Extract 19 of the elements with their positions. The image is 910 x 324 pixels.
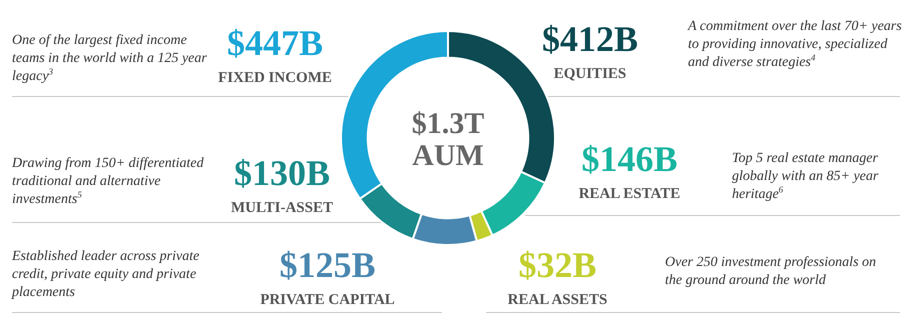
data-label: $32B [517, 244, 598, 286]
text: Over 250 investment professionals on the ground around the world [665, 254, 878, 290]
slice-label: MULTI-ASSET [230, 199, 334, 218]
text: $1.3T AUM [410, 107, 486, 172]
data-label: $130B [232, 152, 331, 194]
data-label: $447B [226, 22, 324, 64]
slice-label: PRIVATE CAPITAL [259, 291, 396, 310]
slice-label: EQUITIES [552, 65, 628, 84]
data-label: $412B [540, 18, 639, 60]
text: One of the largest fixed income teams in the world with a 125 year legacy$^{3}$ [12, 32, 208, 86]
text: Established leader across private credit, private equity and private placements [12, 248, 200, 302]
slice-label: REAL ASSETS [506, 291, 608, 310]
text: Drawing from 150+ differentiated traditional and alternative investments$^{5}$ [12, 155, 205, 209]
data-label: $125B [278, 244, 376, 286]
slice-label: REAL ESTATE [578, 185, 682, 204]
text: A commitment over the last 70+ years to providing innovative, specialized and diverse strategies$^{4}$ [688, 18, 903, 72]
data-label: $146B [580, 138, 678, 180]
text: Top 5 real estate manager globally with an 85+ year heritage$^{6}$ [732, 150, 880, 204]
slice-label: FIXED INCOME [217, 69, 333, 88]
